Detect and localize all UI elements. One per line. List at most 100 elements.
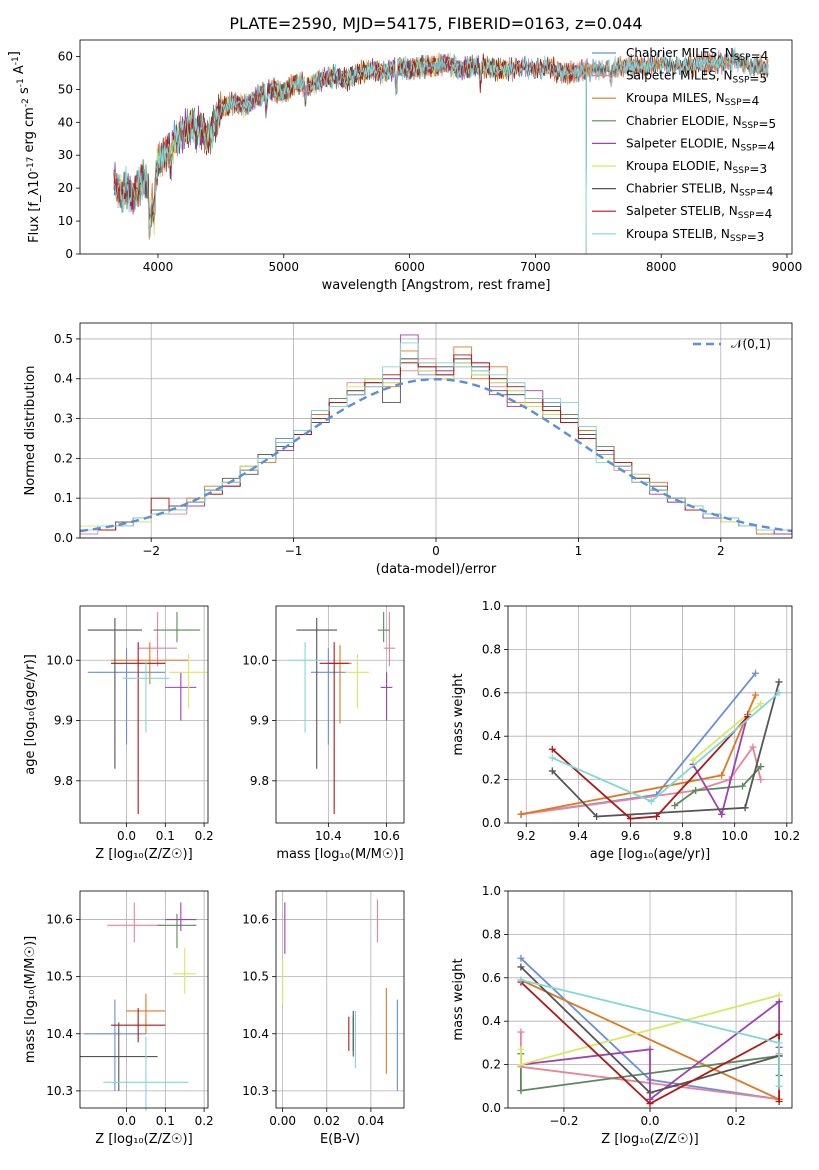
x-axis-label: age [log₁₀(age/yr)] [590, 847, 711, 862]
weight-point [757, 776, 765, 784]
x-axis-label: Z [log₁₀(Z/Z☉)] [95, 847, 192, 862]
weight-point [593, 812, 601, 820]
weight-point [741, 804, 749, 812]
x-tick-label: 10.6 [373, 829, 400, 843]
panel-spectrum: 4000 5000 6000 7000 8000 9000 0 10 20 30 40 50 60 wav… [7, 39, 803, 293]
y-tick-label: 10.6 [242, 913, 269, 927]
weight-point [517, 1045, 525, 1053]
x-tick-label: 0.0 [117, 829, 136, 843]
y-axis-label: age [log₁₀(age/yr)] [23, 654, 38, 775]
y-tick-label: 10.0 [242, 653, 269, 667]
y-tick-label: 10.4 [242, 1027, 269, 1041]
weight-point [548, 754, 556, 762]
x-tick-label: 10.2 [773, 829, 800, 843]
weight-point [517, 976, 525, 984]
y-axis-label: mass weight [451, 673, 466, 755]
y-tick-label: 10.3 [46, 1084, 73, 1098]
y-tick-label: 9.9 [250, 714, 269, 728]
weight-point [626, 815, 634, 823]
y-tick-label: 0.6 [482, 686, 501, 700]
y-tick-label: 0.2 [482, 1058, 501, 1072]
y-tick-label: 30 [58, 148, 73, 162]
y-tick-label: 0.8 [482, 927, 501, 941]
x-tick-label: 0.0 [640, 1114, 659, 1128]
weight-line [551, 716, 749, 820]
weight-point [517, 810, 525, 818]
x-tick-label: 0.2 [727, 1114, 746, 1128]
y-tick-label: 20 [58, 181, 73, 195]
legend-entry: Chabrier ELODIE, NSSP=5 [626, 114, 776, 131]
plot-area [87, 612, 208, 814]
y-tick-label: 0.2 [482, 773, 501, 787]
weight-point [517, 1087, 525, 1095]
x-tick-label: 0.0 [117, 1114, 136, 1128]
plot-area [113, 47, 769, 255]
y-tick-label: 1.0 [482, 599, 501, 613]
weight-point [718, 810, 726, 818]
weight-point [548, 767, 556, 775]
x-tick-label: 9.6 [621, 829, 640, 843]
panel-weights-vs-age: 9.2 9.4 9.6 9.8 10.0 10.2 0.0 0.2 0.4 0.6 0.8 1.0 ag… [451, 599, 800, 862]
weight-point [775, 1082, 783, 1090]
x-tick-label: 9000 [772, 260, 803, 274]
weight-point [692, 786, 700, 794]
weight-point [548, 745, 556, 753]
y-tick-label: 9.9 [54, 714, 73, 728]
y-axis-label: mass [log₁₀(M/M☉)] [23, 936, 38, 1063]
weight-point [646, 1089, 654, 1097]
x-tick-label: 8000 [646, 260, 677, 274]
axes-frame [275, 890, 405, 1109]
spectrum-line [113, 53, 586, 229]
weight-point [775, 998, 783, 1006]
y-tick-label: 0.0 [482, 816, 501, 830]
y-axis-label: Normed distribution [23, 366, 38, 496]
y-tick-label: 1.0 [482, 884, 501, 898]
x-tick-label: 0.1 [156, 829, 175, 843]
panel-age-vs-metallicity: 0.0 0.1 0.2 9.8 9.9 10.0 Z [log₁₀(Z/Z☉)] age [l… [23, 605, 214, 862]
x-tick-label: 0.04 [358, 1114, 385, 1128]
legend-entry: Kroupa STELIB, NSSP=3 [626, 227, 764, 244]
spectrum-line [113, 52, 769, 255]
axes-frame [275, 605, 405, 824]
weight-point [517, 1061, 525, 1069]
legend-entry: Chabrier STELIB, NSSP=4 [626, 182, 774, 199]
x-tick-label: −1 [285, 544, 303, 558]
weight-point [647, 797, 655, 805]
axes-frame [79, 322, 793, 539]
x-tick-label: 0.2 [195, 829, 214, 843]
legend-entry: Salpeter MILES, NSSP=5 [626, 69, 767, 86]
panel-weights-vs-metallicity: −0.2 0.0 0.2 0.0 0.2 0.4 0.6 0.8 1.0 Z [log₁₀(Z/Z… [451, 884, 793, 1147]
weight-point [775, 1097, 783, 1105]
legend-entry: Kroupa MILES, NSSP=4 [626, 91, 759, 108]
weight-point [718, 771, 726, 779]
y-tick-label: 60 [58, 49, 73, 63]
axes-frame [507, 605, 793, 824]
plot-area [517, 954, 783, 1108]
x-tick-label: −0.2 [549, 1114, 578, 1128]
panel-mass-vs-metallicity: 0.0 0.1 0.2 10.3 10.4 10.5 10.6 Z [log₁₀(Z/Z☉)]… [23, 890, 214, 1147]
y-tick-label: 0.1 [54, 491, 73, 505]
weight-point [671, 802, 679, 810]
normal-curve [79, 377, 793, 533]
x-axis-label: Z [log₁₀(Z/Z☉)] [95, 1132, 192, 1147]
y-tick-label: 10.5 [242, 970, 269, 984]
weight-point [775, 991, 783, 999]
weight-point [653, 812, 661, 820]
spectrum-line [113, 47, 769, 255]
x-axis-label: Z [log₁₀(Z/Z☉)] [601, 1132, 698, 1147]
y-axis-label: mass weight [451, 958, 466, 1040]
weight-point [757, 700, 765, 708]
y-tick-label: 0.5 [54, 332, 73, 346]
weight-point [517, 954, 525, 962]
weight-point [775, 1039, 783, 1047]
x-tick-label: 0.2 [195, 1114, 214, 1128]
weight-line [674, 765, 762, 807]
y-tick-label: 0.4 [54, 372, 73, 386]
axes-frame [507, 890, 793, 1109]
weight-point [775, 678, 783, 686]
weight-point [689, 756, 697, 764]
y-tick-label: 0.4 [482, 1014, 501, 1028]
y-tick-label: 40 [58, 115, 73, 129]
x-tick-label: 0.1 [156, 1114, 175, 1128]
